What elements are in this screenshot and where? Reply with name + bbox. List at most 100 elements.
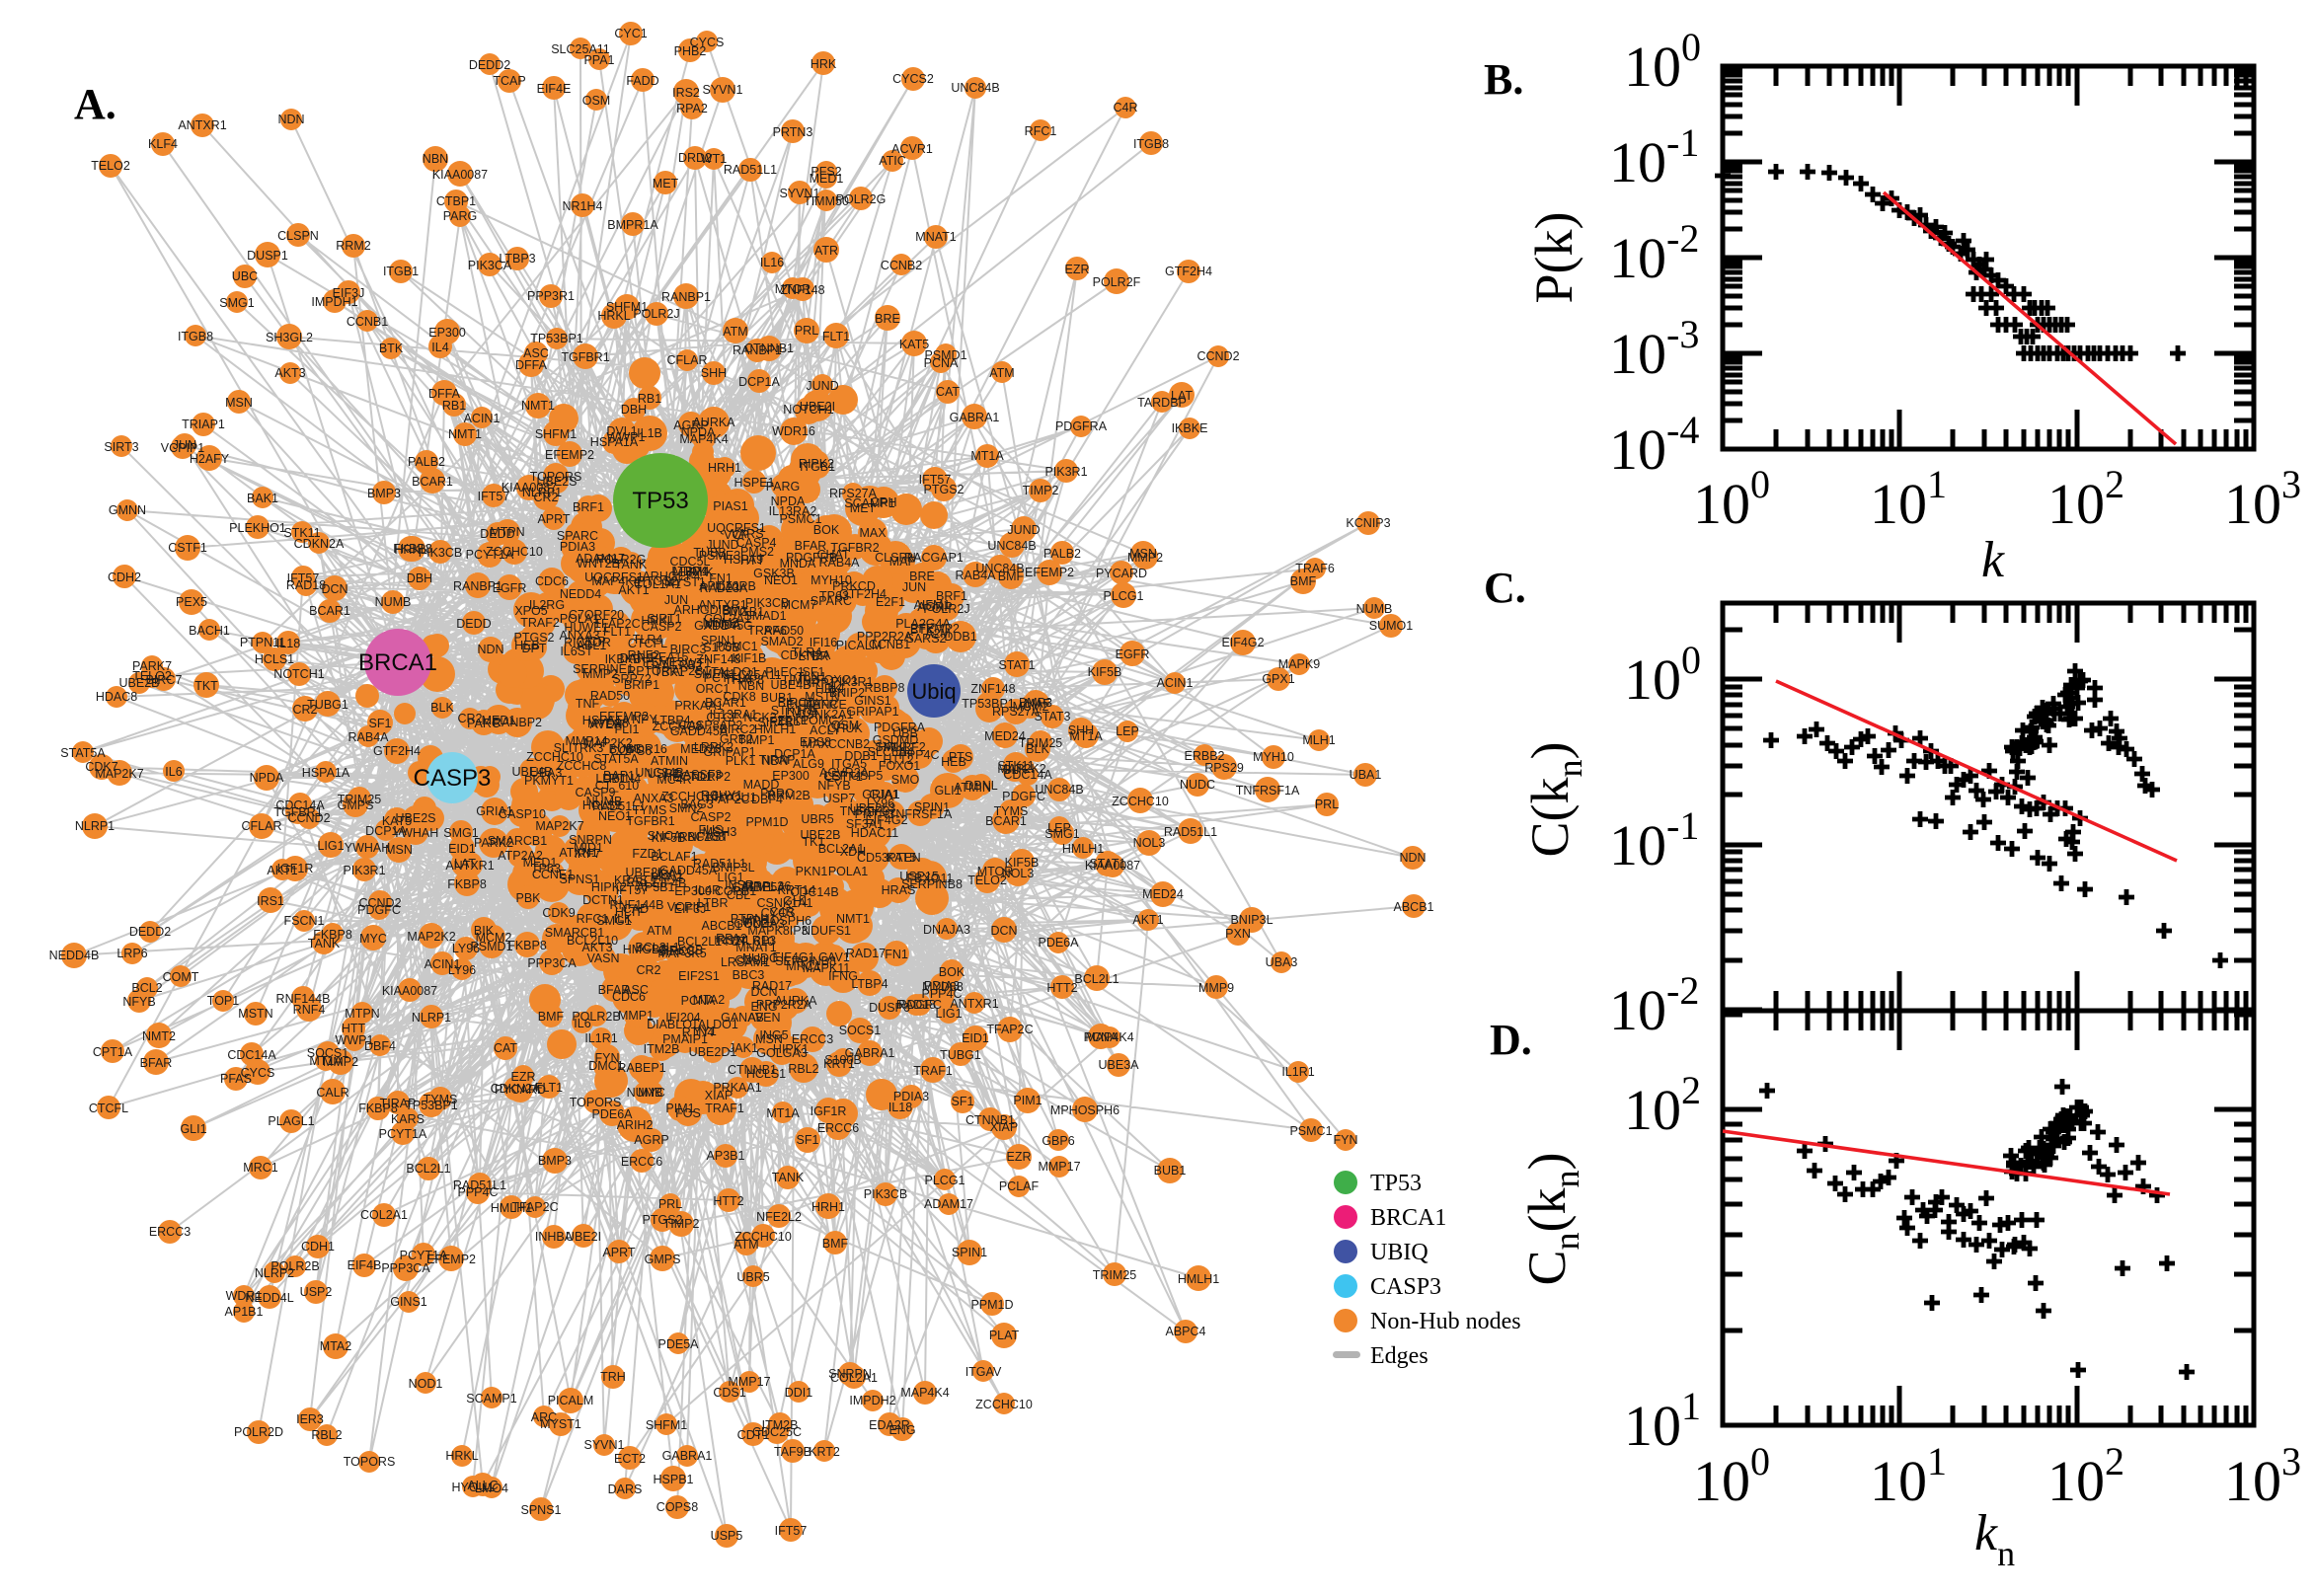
svg-text:LIG1: LIG1 — [317, 839, 344, 853]
svg-text:GMPS: GMPS — [645, 1253, 681, 1266]
svg-text:BMPR1A: BMPR1A — [607, 218, 658, 232]
svg-text:CDS1: CDS1 — [713, 1386, 745, 1400]
svg-text:GRIPAP1: GRIPAP1 — [703, 745, 755, 759]
svg-text:CASP10: CASP10 — [499, 807, 546, 821]
svg-text:FYN: FYN — [595, 1051, 620, 1065]
svg-text:MAX: MAX — [859, 526, 887, 540]
svg-text:NEDD4B: NEDD4B — [49, 949, 100, 962]
svg-text:POLR2B: POLR2B — [572, 1010, 620, 1024]
svg-text:RANBP1: RANBP1 — [661, 290, 711, 304]
svg-text:HMLH1: HMLH1 — [1062, 842, 1104, 856]
svg-text:PIM1: PIM1 — [1013, 1094, 1042, 1107]
svg-text:USP7: USP7 — [823, 792, 856, 805]
svg-text:C.: C. — [1484, 564, 1526, 612]
svg-text:KIF1B: KIF1B — [733, 651, 767, 665]
svg-text:ATM: ATM — [989, 366, 1014, 380]
svg-text:CYCS2: CYCS2 — [892, 72, 934, 86]
svg-text:DFFA: DFFA — [515, 358, 548, 372]
svg-text:MT1A: MT1A — [766, 1106, 800, 1120]
svg-text:PDIA3: PDIA3 — [893, 1090, 929, 1103]
svg-text:POLR2B: POLR2B — [270, 1259, 319, 1273]
svg-text:CTBP1: CTBP1 — [436, 194, 476, 208]
svg-text:HRKL: HRKL — [445, 1449, 478, 1463]
svg-text:VASN: VASN — [586, 951, 619, 965]
svg-text:HSPE1: HSPE1 — [734, 476, 775, 490]
svg-text:AP3B1: AP3B1 — [707, 1149, 745, 1163]
svg-text:DBH: DBH — [407, 571, 432, 585]
svg-text:UBE4B: UBE4B — [512, 765, 553, 779]
svg-text:BRF1: BRF1 — [936, 589, 967, 603]
svg-text:TNFRSF1A: TNFRSF1A — [1236, 784, 1300, 798]
svg-text:PPP2R2A: PPP2R2A — [857, 630, 913, 644]
svg-text:PKN1: PKN1 — [796, 865, 828, 878]
svg-text:CR2: CR2 — [457, 712, 482, 725]
svg-text:LRP6: LRP6 — [116, 947, 147, 960]
svg-text:UBIQ: UBIQ — [1370, 1240, 1428, 1265]
svg-text:TRAF6: TRAF6 — [1295, 562, 1335, 575]
svg-text:EFEMP2: EFEMP2 — [1025, 566, 1074, 579]
svg-text:A.: A. — [74, 80, 116, 128]
svg-text:KARS: KARS — [391, 1112, 425, 1126]
svg-text:PEA15: PEA15 — [651, 650, 689, 664]
svg-text:NMT2: NMT2 — [142, 1029, 176, 1043]
svg-text:SPIN1: SPIN1 — [952, 1246, 987, 1259]
svg-text:TRH: TRH — [600, 1370, 626, 1384]
svg-text:ANTXR1: ANTXR1 — [178, 118, 226, 132]
svg-text:PIK3R1: PIK3R1 — [830, 675, 873, 689]
svg-text:CTCF: CTCF — [706, 711, 739, 724]
svg-text:NLRP3: NLRP3 — [736, 934, 776, 948]
svg-text:MSN: MSN — [1129, 547, 1157, 561]
svg-text:HRAS: HRAS — [882, 883, 916, 897]
svg-text:PBK: PBK — [515, 891, 541, 905]
svg-text:USP5: USP5 — [711, 1529, 743, 1543]
svg-text:RICTOR: RICTOR — [564, 636, 611, 649]
svg-text:DCTN1: DCTN1 — [582, 893, 624, 907]
svg-text:HSPB1: HSPB1 — [654, 1473, 694, 1486]
svg-text:CASP9: CASP9 — [576, 786, 616, 799]
svg-text:NLRP1: NLRP1 — [75, 819, 115, 833]
svg-text:PDE6A: PDE6A — [592, 1107, 634, 1121]
svg-text:OSM: OSM — [582, 94, 610, 108]
svg-text:ECT2: ECT2 — [614, 1452, 646, 1466]
svg-text:IKBKE: IKBKE — [1172, 421, 1208, 435]
svg-text:BCL2: BCL2 — [131, 981, 162, 995]
svg-text:CASP3: CASP3 — [414, 765, 492, 792]
svg-text:SF1: SF1 — [952, 1095, 974, 1108]
svg-text:PTPN11: PTPN11 — [240, 636, 285, 649]
svg-text:PDGFC: PDGFC — [1002, 790, 1045, 803]
svg-text:NDN: NDN — [1399, 851, 1426, 865]
svg-text:PARK7: PARK7 — [132, 659, 172, 673]
svg-text:PTPN11: PTPN11 — [731, 912, 776, 926]
svg-text:LTBP4: LTBP4 — [851, 977, 888, 991]
svg-text:CDC14A: CDC14A — [275, 798, 325, 812]
svg-text:KIF5B: KIF5B — [1088, 665, 1122, 679]
svg-text:STAT5A: STAT5A — [60, 746, 106, 760]
svg-text:PPP3R1: PPP3R1 — [527, 289, 575, 303]
svg-text:CDKN2A: CDKN2A — [781, 648, 831, 662]
svg-text:HCLS1: HCLS1 — [746, 1067, 786, 1081]
svg-text:CLSPN: CLSPN — [277, 229, 319, 243]
svg-text:BCAR1: BCAR1 — [412, 475, 453, 489]
svg-text:RAD23A: RAD23A — [700, 581, 748, 595]
svg-text:SF1: SF1 — [797, 1133, 819, 1147]
svg-text:CCND2: CCND2 — [287, 811, 330, 825]
svg-text:GADD45A: GADD45A — [659, 864, 718, 877]
svg-text:PPA1: PPA1 — [583, 53, 614, 67]
svg-text:STAT5A: STAT5A — [593, 752, 639, 766]
svg-text:SOCS1: SOCS1 — [307, 1046, 348, 1060]
svg-text:BCLAF1: BCLAF1 — [651, 850, 697, 864]
svg-text:DDB1: DDB1 — [844, 749, 877, 763]
svg-text:IKBKB: IKBKB — [605, 652, 642, 666]
svg-text:CYCS: CYCS — [690, 36, 725, 49]
svg-text:CTCFL: CTCFL — [89, 1102, 128, 1115]
svg-text:IGF1R: IGF1R — [811, 1104, 847, 1118]
svg-text:PDGFC: PDGFC — [357, 903, 401, 917]
svg-text:CCND2: CCND2 — [1197, 349, 1239, 363]
svg-text:IRS1: IRS1 — [257, 894, 284, 908]
svg-text:GABRA1: GABRA1 — [950, 411, 1000, 424]
svg-text:PRL: PRL — [658, 1197, 682, 1211]
svg-text:CAT: CAT — [936, 385, 960, 399]
svg-text:PEX5: PEX5 — [176, 595, 207, 609]
svg-text:POLR2J: POLR2J — [633, 307, 679, 321]
svg-text:UBE3A: UBE3A — [1099, 1058, 1140, 1072]
